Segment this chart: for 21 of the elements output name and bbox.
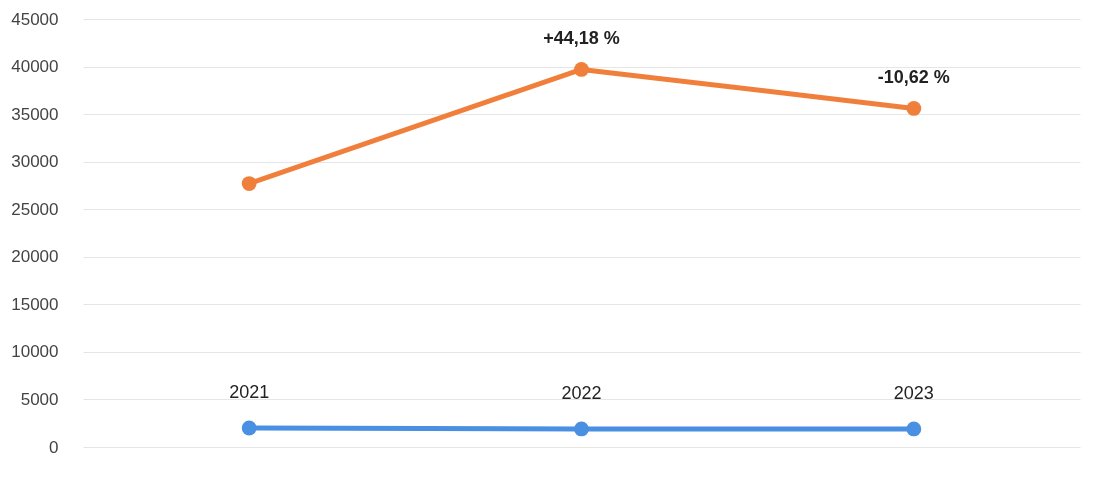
y-tick-label: 10000 [11, 342, 59, 362]
y-tick-label: 20000 [11, 247, 59, 267]
x-tick-label: 2021 [229, 381, 270, 402]
x-tick-label: 2023 [893, 382, 934, 403]
y-tick-label: 30000 [11, 152, 59, 172]
y-tick-label: 45000 [11, 9, 59, 29]
point [574, 421, 589, 437]
x-tick-label: 2022 [561, 382, 602, 403]
point [241, 176, 257, 191]
point [241, 420, 257, 436]
point [574, 62, 589, 77]
point [906, 421, 922, 437]
annotation: +44,18 % [543, 28, 620, 49]
point [906, 101, 922, 116]
y-tick-label: 15000 [11, 294, 59, 314]
y-tick-label: 25000 [11, 199, 59, 219]
y-tick-label: 35000 [11, 104, 59, 124]
y-tick-label: 40000 [11, 57, 59, 77]
y-tick-label: 5000 [20, 389, 59, 409]
annotation: -10,62 % [877, 67, 950, 88]
y-tick-label: 0 [49, 437, 59, 457]
